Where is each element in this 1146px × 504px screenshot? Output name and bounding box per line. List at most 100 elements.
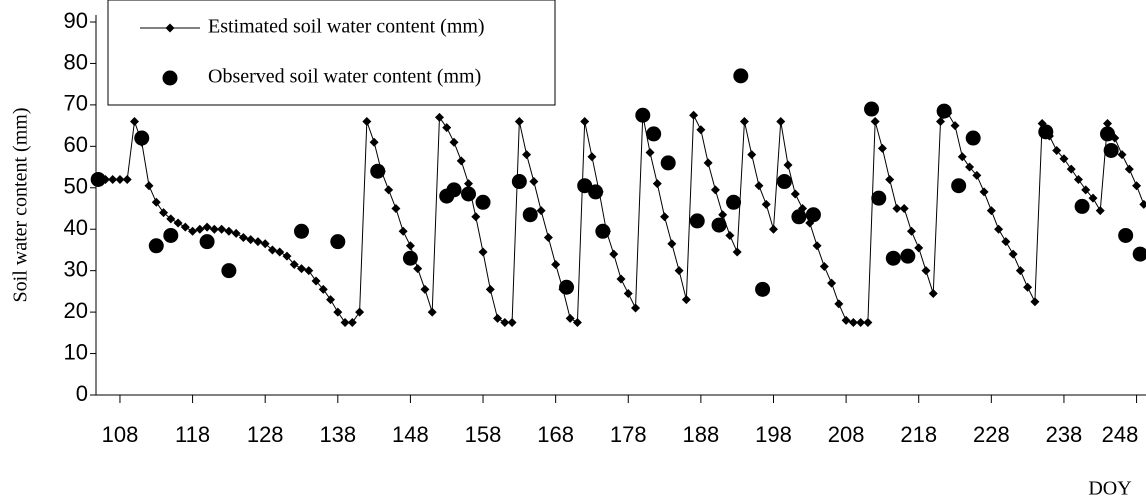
x-tick-label: 248 — [1102, 422, 1139, 447]
observed-point — [1100, 126, 1116, 142]
marker — [631, 303, 641, 313]
marker — [863, 317, 873, 327]
x-axis-label: DOY — [1088, 478, 1131, 500]
x-tick-label: 108 — [102, 422, 139, 447]
x-tick-label: 128 — [247, 422, 284, 447]
marker — [914, 243, 924, 253]
marker — [652, 179, 662, 189]
y-tick-label: 40 — [64, 215, 88, 240]
marker — [275, 247, 285, 257]
marker — [899, 204, 909, 213]
marker — [616, 274, 626, 284]
marker — [979, 187, 989, 197]
marker — [289, 259, 299, 269]
observed-point — [1074, 198, 1090, 214]
marker — [936, 116, 946, 126]
observed-point — [148, 238, 164, 254]
marker — [892, 204, 902, 213]
y-axis-label: Soil water content (mm) — [10, 108, 32, 303]
marker — [296, 264, 306, 274]
x-tick-label: 168 — [537, 422, 574, 447]
marker — [885, 174, 895, 184]
marker — [1023, 282, 1033, 292]
marker — [1066, 164, 1076, 174]
marker — [747, 150, 757, 160]
observed-point — [711, 217, 727, 233]
observed-point — [134, 130, 150, 146]
observed-point — [559, 279, 575, 295]
marker — [580, 116, 590, 126]
marker — [543, 233, 553, 243]
x-tick-label: 138 — [319, 422, 356, 447]
y-tick-label: 90 — [64, 8, 88, 33]
series-line — [98, 112, 1145, 324]
observed-point — [475, 194, 491, 210]
y-tick-label: 80 — [64, 49, 88, 74]
marker — [464, 179, 474, 189]
observed-point — [1038, 124, 1054, 140]
observed-point — [660, 155, 676, 171]
marker — [311, 276, 321, 286]
x-tick-label: 118 — [175, 422, 210, 447]
marker — [224, 226, 234, 236]
marker — [391, 204, 401, 213]
marker — [180, 222, 190, 232]
observed-point — [965, 130, 981, 146]
marker — [819, 262, 829, 272]
marker — [340, 317, 350, 327]
marker — [115, 174, 125, 184]
observed-point — [163, 227, 179, 243]
marker — [551, 259, 561, 269]
marker — [841, 315, 851, 325]
x-tick-label: 158 — [465, 422, 502, 447]
observed-point — [936, 103, 952, 119]
observed-point — [199, 234, 215, 250]
marker — [522, 150, 532, 160]
observed-point — [951, 178, 967, 194]
marker — [318, 284, 328, 294]
marker — [856, 317, 866, 327]
marker — [587, 152, 597, 162]
marker — [253, 237, 263, 247]
marker — [870, 116, 880, 126]
observed-point — [1118, 227, 1134, 243]
marker — [848, 317, 858, 327]
observed-point — [370, 163, 386, 179]
marker — [689, 110, 699, 120]
marker — [1052, 145, 1062, 155]
legend-marker — [162, 70, 178, 86]
observed-point — [871, 190, 887, 206]
marker — [420, 284, 430, 294]
x-tick-label: 208 — [828, 422, 865, 447]
marker — [696, 125, 706, 135]
marker — [260, 239, 270, 249]
marker — [703, 158, 713, 168]
marker — [834, 299, 844, 309]
marker — [812, 241, 822, 251]
observed-point — [588, 184, 604, 200]
y-tick-label: 20 — [64, 298, 88, 323]
marker — [783, 160, 793, 170]
marker — [384, 185, 394, 195]
marker — [507, 317, 517, 327]
marker — [1139, 199, 1146, 209]
marker — [950, 121, 960, 131]
marker — [972, 170, 982, 180]
marker — [1103, 119, 1113, 129]
marker — [333, 307, 343, 317]
marker — [427, 307, 437, 317]
marker — [246, 235, 256, 245]
marker — [209, 224, 219, 234]
y-tick-label: 30 — [64, 256, 88, 281]
legend-box — [107, 0, 556, 106]
observed-point — [446, 182, 462, 198]
observed-point — [402, 250, 418, 266]
marker — [739, 116, 749, 126]
observed-point — [293, 223, 309, 239]
marker — [456, 156, 466, 166]
marker — [129, 116, 139, 126]
marker — [957, 152, 967, 162]
marker — [667, 239, 677, 249]
legend: Estimated soil water content (mm) Observe… — [107, 0, 556, 106]
marker — [151, 197, 161, 207]
